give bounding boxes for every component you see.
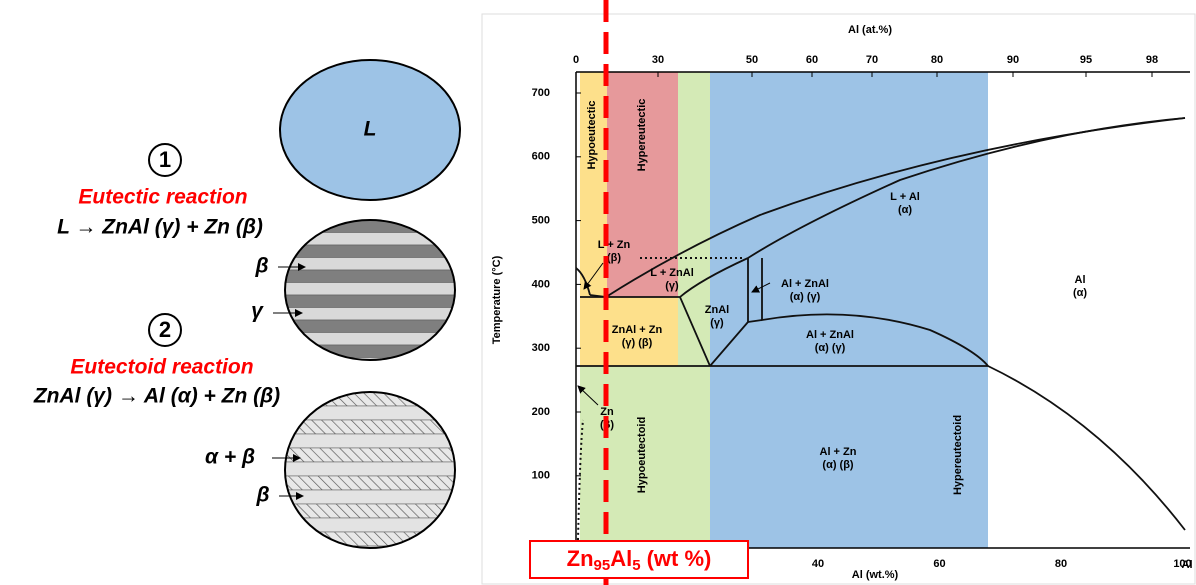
lamella: [280, 308, 460, 321]
subscript: 5: [632, 557, 640, 574]
lamella: [280, 333, 460, 346]
reaction-title: Eutectic reaction: [78, 186, 247, 209]
phase-label: α + β: [205, 446, 255, 469]
reaction-equation: ZnAl (γ) → Al (α) + Zn (β): [33, 385, 280, 408]
y-tick-label: 600: [532, 151, 550, 163]
y-tick-label: 100: [532, 470, 550, 482]
top-tick-label: 50: [746, 54, 758, 66]
lamella: [280, 220, 460, 233]
region-label: Hypereutectoid: [952, 415, 964, 495]
region-label: Al + Zn: [820, 446, 857, 458]
x-tick-label: 60: [933, 558, 945, 570]
reaction-equation: L → ZnAl (γ) + Zn (β): [57, 216, 263, 239]
top-tick-label: 80: [931, 54, 943, 66]
lamella: [280, 295, 460, 308]
region-label: (α) (γ): [815, 342, 846, 354]
region-label: (β): [607, 252, 621, 264]
lamella: [280, 420, 460, 434]
region-fill: [580, 366, 678, 548]
region-label: (γ): [665, 280, 679, 292]
region-label: ZnAl + Zn: [612, 324, 663, 336]
top-tick-label: 90: [1007, 54, 1019, 66]
top-tick-label: 30: [652, 54, 664, 66]
lamella: [280, 270, 460, 283]
y-tick-label: 200: [532, 406, 550, 418]
region-label: (α): [1073, 287, 1087, 299]
lamella: [280, 448, 460, 462]
lamella: [280, 476, 460, 490]
region-label: (α) (β): [822, 459, 854, 471]
region-label: (α) (γ): [790, 291, 821, 303]
y-tick-label: 700: [532, 87, 550, 99]
element: Zn: [567, 546, 594, 571]
region-label: Al + ZnAl: [781, 278, 829, 290]
reaction-title: Eutectoid reaction: [70, 356, 253, 379]
lamella: [280, 283, 460, 296]
element: Al: [610, 546, 632, 571]
region-label: L + Al: [890, 191, 920, 203]
top-tick-label: 95: [1080, 54, 1092, 66]
region-label: (γ): [710, 317, 724, 329]
axis-title: Al (at.%): [848, 24, 892, 36]
lamella: [280, 258, 460, 271]
y-tick-label: 500: [532, 215, 550, 227]
unit: (wt %): [647, 546, 712, 571]
lamella: [280, 434, 460, 448]
lamella: [280, 320, 460, 333]
region-label: (γ) (β): [622, 337, 653, 349]
x-tick-label: 40: [812, 558, 824, 570]
lamella: [280, 462, 460, 476]
lamella: [280, 490, 460, 504]
phase-label: β: [255, 484, 269, 507]
step-number: 1: [159, 147, 171, 172]
region-label: Hypoeutectic: [586, 100, 598, 169]
phase-label: β: [254, 255, 268, 278]
region-label: (α): [898, 204, 912, 216]
region-fill: [710, 72, 988, 548]
y-tick-label: 400: [532, 278, 550, 290]
top-tick-label: 70: [866, 54, 878, 66]
lamella: [280, 504, 460, 518]
region-label: L + ZnAl: [650, 267, 694, 279]
x-tick-label: 80: [1055, 558, 1067, 570]
liquid-label: L: [364, 118, 377, 141]
lamella: [280, 345, 460, 358]
figure: L 1 Eutectic reaction L → ZnAl (γ) + Zn …: [0, 0, 1196, 585]
region-label: Hypereutectic: [636, 99, 648, 172]
lamella: [280, 518, 460, 532]
subscript: 95: [594, 557, 611, 574]
lamella: [280, 392, 460, 406]
lamella: [280, 532, 460, 546]
region-label: Al: [1075, 274, 1086, 286]
step-number: 2: [159, 317, 171, 342]
region-label: L + Zn: [598, 239, 631, 251]
axis-corner-label: Al: [1182, 559, 1193, 571]
top-tick-label: 0: [573, 54, 579, 66]
top-tick-label: 98: [1146, 54, 1158, 66]
top-tick-label: 60: [806, 54, 818, 66]
region-label: Al + ZnAl: [806, 329, 854, 341]
axis-title: Temperature (°C): [491, 255, 503, 344]
y-tick-label: 300: [532, 342, 550, 354]
lamella: [280, 245, 460, 258]
phase-label: γ: [251, 300, 264, 323]
region-label: Hypoeutectoid: [636, 417, 648, 493]
region-label: ZnAl: [705, 304, 729, 316]
axis-title: Al (wt.%): [852, 569, 899, 581]
